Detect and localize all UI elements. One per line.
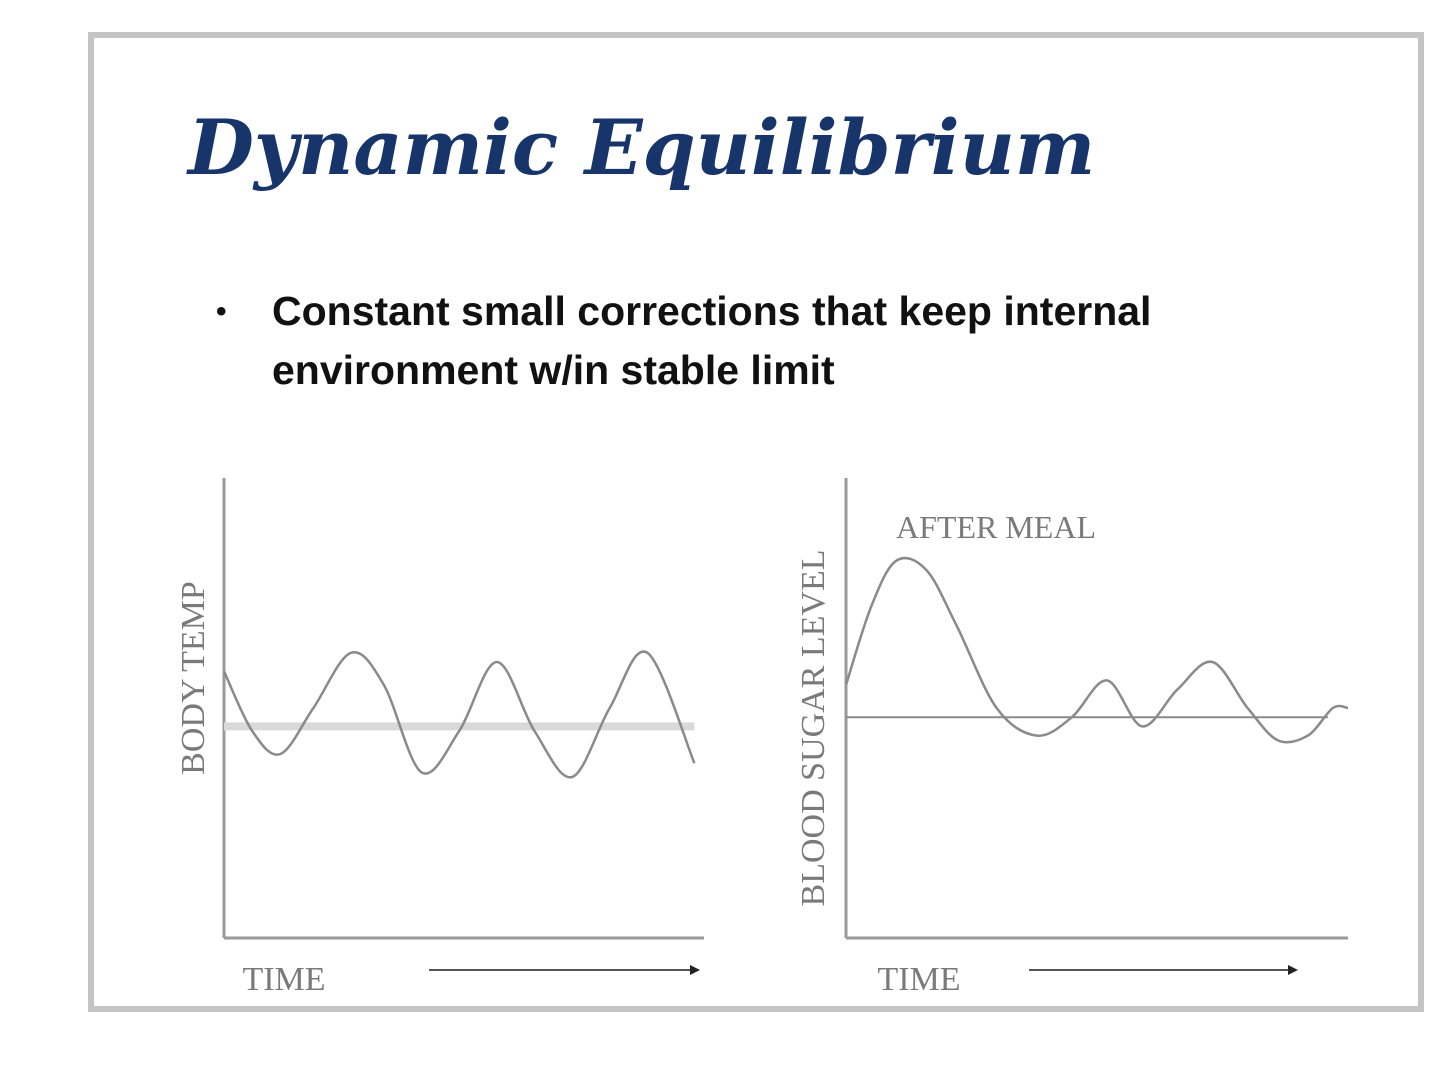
y-axis-label: BODY TEMP <box>175 581 212 775</box>
body-temp-chart: BODY TEMP TIME <box>175 478 704 998</box>
blood-sugar-chart: BLOOD SUGAR LEVEL TIME AFTER MEAL <box>795 478 1349 998</box>
bullet-item: • Constant small corrections that keep i… <box>214 282 1334 400</box>
series-line-0 <box>844 556 1349 744</box>
slide-title: Dynamic Equilibrium <box>188 103 1096 192</box>
time-arrow-head-icon <box>690 965 700 975</box>
x-axis-label: TIME <box>877 961 960 998</box>
x-axis-label: TIME <box>242 961 325 998</box>
annotation-label: AFTER MEAL <box>896 509 1096 545</box>
bullet-dot-icon: • <box>216 295 227 328</box>
series-line-0 <box>222 650 696 779</box>
slide: Dynamic Equilibrium • Constant small cor… <box>88 32 1424 1012</box>
time-arrow-head-icon <box>1288 965 1298 975</box>
bullet-list: • Constant small corrections that keep i… <box>214 282 1334 400</box>
bullet-text: Constant small corrections that keep int… <box>272 288 1152 393</box>
y-axis-label: BLOOD SUGAR LEVEL <box>795 550 832 907</box>
